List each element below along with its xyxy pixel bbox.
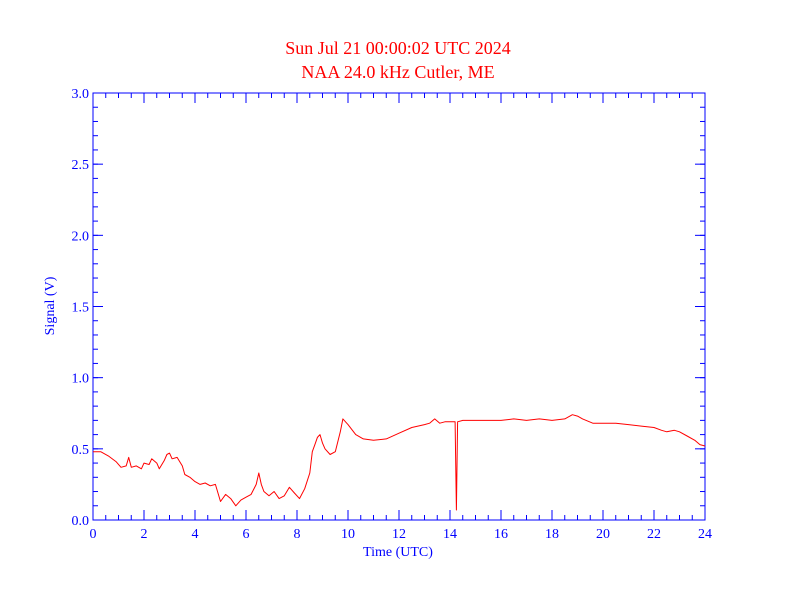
y-tick-label: 1.5 (72, 301, 90, 316)
x-tick-label: 6 (243, 527, 250, 542)
x-tick-label: 0 (90, 527, 97, 542)
plot-area (93, 414, 706, 511)
x-tick-label: 4 (192, 527, 199, 542)
x-tick-label: 2 (141, 527, 148, 542)
x-tick-label: 14 (443, 527, 457, 542)
y-tick-label: 3.0 (72, 87, 90, 102)
chart-subtitle: NAA 24.0 kHz Cutler, ME (301, 62, 494, 82)
plot-frame (92, 92, 706, 521)
x-tick-label: 20 (596, 527, 610, 542)
y-tick-label: 0.0 (72, 514, 90, 529)
y-tick-label: 1.0 (72, 372, 90, 387)
x-tick-label: 12 (392, 527, 406, 542)
x-tick-label: 22 (647, 527, 661, 542)
y-axis-label: Signal (V) (43, 276, 58, 335)
signal-series-line (93, 414, 706, 511)
x-tick-label: 8 (294, 527, 301, 542)
axes: 0 2 4 6 8 10 12 14 16 18 20 22 240.00.51.01.52.02.53… (72, 87, 713, 542)
y-tick-label: 2.0 (72, 229, 90, 244)
x-tick-label: 24 (698, 527, 712, 542)
chart-title: Sun Jul 21 00:00:02 UTC 2024 (285, 38, 511, 58)
y-tick-label: 0.5 (72, 443, 90, 458)
y-tick-label: 2.5 (72, 158, 90, 173)
x-tick-label: 18 (545, 527, 559, 542)
x-tick-label: 10 (341, 527, 355, 542)
x-axis-label: Time (UTC) (363, 545, 433, 560)
x-tick-label: 16 (494, 527, 508, 542)
